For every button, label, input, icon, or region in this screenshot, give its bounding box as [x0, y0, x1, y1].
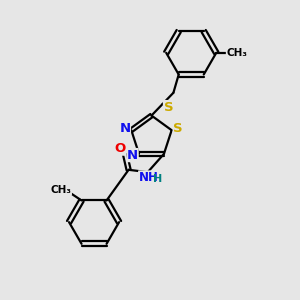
Text: H: H — [152, 174, 162, 184]
Text: S: S — [173, 122, 183, 135]
Text: O: O — [114, 142, 125, 155]
Text: S: S — [164, 100, 173, 114]
Text: CH₃: CH₃ — [50, 185, 71, 195]
Text: CH₃: CH₃ — [226, 48, 248, 58]
Text: N: N — [119, 122, 130, 135]
Text: NH: NH — [139, 171, 159, 184]
Text: N: N — [127, 148, 138, 162]
